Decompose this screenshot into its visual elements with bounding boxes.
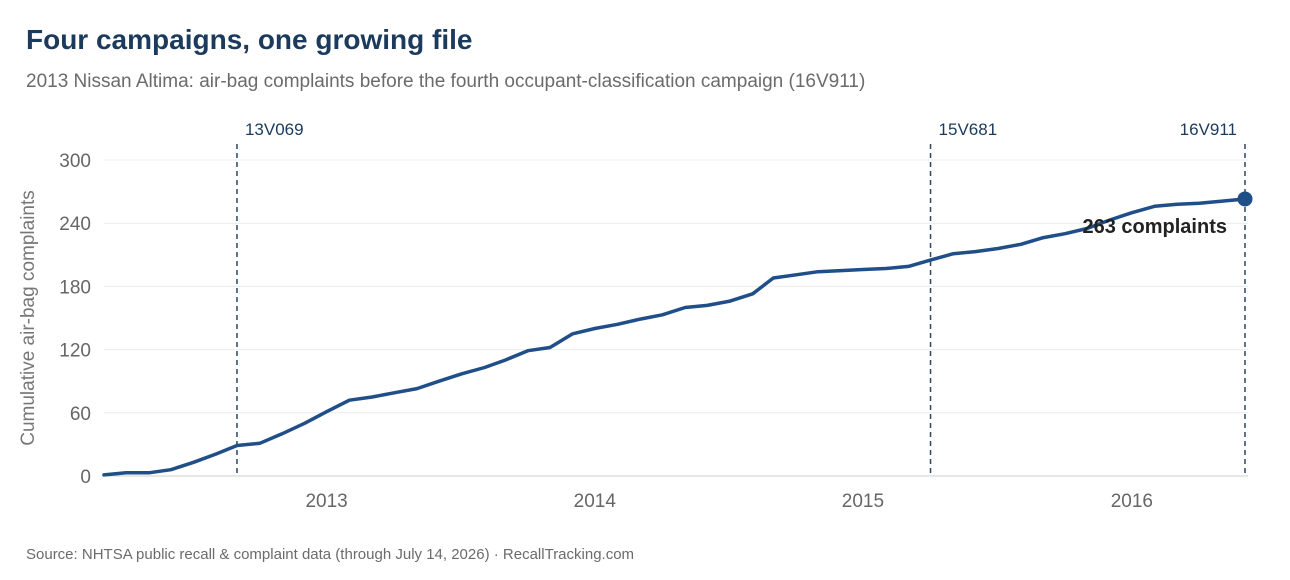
x-tick-label: 2016 <box>1111 491 1153 512</box>
y-tick-label: 300 <box>59 151 91 172</box>
event-label: 16V911 <box>1180 120 1237 139</box>
y-tick-label: 240 <box>59 214 91 235</box>
source-note: Source: NHTSA public recall & complaint … <box>26 546 635 563</box>
y-axis-label: Cumulative air-bag complaints <box>18 190 39 446</box>
chart-title: Four campaigns, one growing file <box>26 24 473 55</box>
y-tick-label: 120 <box>59 341 91 362</box>
event-label: 13V069 <box>245 120 304 139</box>
y-tick-label: 60 <box>70 404 91 425</box>
y-axis-ticks: 0 60 120 180 240 300 <box>59 151 91 488</box>
series <box>102 197 1247 477</box>
endpoint-marker <box>1237 191 1253 207</box>
chart-subtitle: 2013 Nissan Altima: air-bag complaints b… <box>26 71 866 92</box>
series-line <box>102 197 1247 477</box>
x-tick-label: 2013 <box>305 491 347 512</box>
recall-events: 13V069 15V681 16V911 <box>236 120 1246 476</box>
x-tick-label: 2015 <box>842 491 884 512</box>
x-axis-ticks: 2013 2014 2015 2016 <box>305 491 1153 512</box>
y-tick-label: 180 <box>59 277 91 298</box>
gridlines <box>104 159 1248 477</box>
event-label: 15V681 <box>939 120 998 139</box>
y-tick-label: 0 <box>80 467 91 488</box>
endpoint: 263 complaints <box>1082 191 1253 238</box>
x-tick-label: 2014 <box>574 491 617 512</box>
endpoint-label: 263 complaints <box>1082 216 1227 238</box>
